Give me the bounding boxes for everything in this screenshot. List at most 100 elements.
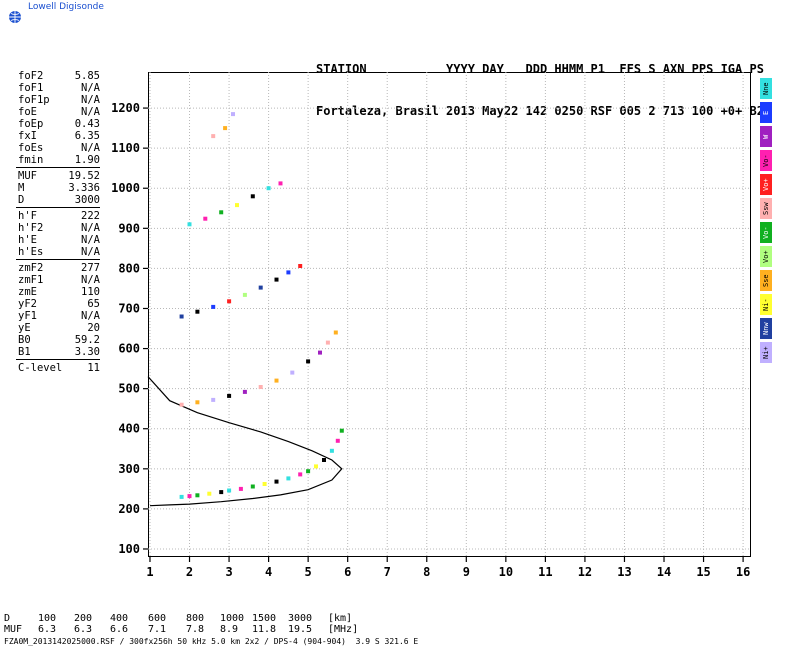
echo-point	[298, 472, 303, 477]
param-name: MUF	[18, 170, 37, 182]
param-row: zmE 110	[4, 286, 100, 298]
echo-point	[195, 309, 200, 314]
param-name: h'Es	[18, 246, 44, 258]
x-tick-label: 8	[423, 565, 430, 579]
param-value: N/A	[81, 246, 100, 258]
param-row: fmin 1.90	[4, 154, 100, 166]
param-row: foE N/A	[4, 106, 100, 118]
row-label: D	[4, 613, 11, 624]
y-tick-label: 200	[118, 502, 140, 516]
x-tick-label: 14	[657, 565, 671, 579]
echo-point	[286, 270, 291, 275]
param-separator	[16, 207, 100, 208]
legend-item: Nnw	[760, 318, 772, 339]
echo-point	[274, 378, 279, 383]
echo-point	[274, 479, 279, 484]
param-row: yE 20	[4, 322, 100, 334]
param-value: 11	[87, 362, 100, 374]
echo-point	[329, 448, 334, 453]
echo-point	[227, 393, 232, 398]
parameter-list: foF2 5.85 foF1 N/A foF1p N/A foE N/A foEp 0.43 fxI…	[4, 70, 100, 374]
param-value: 59.2	[74, 334, 100, 346]
echo-point	[314, 464, 318, 469]
y-tick-label: 1100	[111, 141, 140, 155]
param-name: D	[18, 194, 25, 206]
param-separator	[16, 167, 100, 168]
echo-point	[195, 400, 200, 405]
param-name: C-level	[18, 362, 63, 374]
param-value: 1.90	[74, 154, 100, 166]
param-value: 5.85	[74, 70, 100, 82]
echo-point	[238, 486, 243, 491]
legend-item: W	[760, 126, 772, 147]
param-value: 20	[87, 322, 100, 334]
param-value: 6.35	[74, 130, 100, 142]
table-cell: 8.9	[220, 624, 239, 635]
param-value: N/A	[81, 310, 100, 322]
y-tick-label: 400	[118, 422, 140, 436]
table-cell: 100	[38, 613, 57, 624]
param-name: foEs	[18, 142, 44, 154]
y-tick-label: 600	[118, 342, 140, 356]
x-tick-label: 3	[225, 565, 232, 579]
table-cell: 3000	[288, 613, 313, 624]
x-tick-label: 13	[617, 565, 631, 579]
echo-point	[274, 277, 279, 282]
echo-point	[219, 210, 224, 215]
param-row: h'E N/A	[4, 234, 100, 246]
param-row: h'F2 N/A	[4, 222, 100, 234]
param-name: B0	[18, 334, 31, 346]
param-row: zmF1 N/A	[4, 274, 100, 286]
echo-point	[195, 493, 200, 498]
param-value: N/A	[81, 106, 100, 118]
x-tick-label: 4	[265, 565, 272, 579]
param-value: N/A	[81, 222, 100, 234]
param-row: h'F 222	[4, 210, 100, 222]
x-tick-label: 10	[499, 565, 513, 579]
param-value: 110	[81, 286, 100, 298]
param-row: foEs N/A	[4, 142, 100, 154]
param-value: N/A	[81, 274, 100, 286]
echo-point	[258, 285, 263, 290]
echo-point	[235, 203, 239, 208]
echo-point	[242, 389, 247, 394]
param-row: C-level 11	[4, 362, 100, 374]
x-tick-label: 11	[538, 565, 552, 579]
y-tick-label: 300	[118, 462, 140, 476]
x-tick-label: 9	[463, 565, 470, 579]
param-name: foEp	[18, 118, 44, 130]
echo-point	[179, 494, 184, 499]
muf-row: MUF 6.3 6.3 6.6 7.1 7.8 8.9 11.8 19.5 [MHz]	[4, 624, 364, 635]
param-name: foF1p	[18, 94, 50, 106]
param-value: 3.336	[68, 182, 100, 194]
echo-point	[211, 304, 216, 309]
table-cell: [MHz]	[328, 624, 359, 635]
y-tick-label: 900	[118, 221, 140, 235]
globe-icon	[9, 11, 21, 23]
param-row: yF2 65	[4, 298, 100, 310]
table-cell: 400	[110, 613, 129, 624]
echo-point	[325, 340, 330, 345]
legend-item: Ni+	[760, 342, 772, 363]
echo-point	[278, 181, 283, 186]
table-cell: 7.1	[148, 624, 167, 635]
echo-point	[231, 112, 235, 117]
echo-point	[306, 359, 311, 364]
table-cell: [km]	[328, 613, 353, 624]
param-row: B1 3.30	[4, 346, 100, 358]
echo-point	[262, 482, 267, 486]
param-row: yF1 N/A	[4, 310, 100, 322]
table-cell: 7.8	[186, 624, 205, 635]
table-cell: 6.3	[74, 624, 93, 635]
param-name: zmF1	[18, 274, 44, 286]
table-cell: 800	[186, 613, 205, 624]
y-tick-label: 100	[118, 542, 140, 556]
table-cell: 6.3	[38, 624, 57, 635]
legend-item: Vo-	[760, 222, 772, 243]
param-value: 3000	[74, 194, 100, 206]
echo-point	[179, 402, 184, 407]
param-name: h'F	[18, 210, 37, 222]
param-row: D 3000	[4, 194, 100, 206]
y-tick-label: 500	[118, 382, 140, 396]
